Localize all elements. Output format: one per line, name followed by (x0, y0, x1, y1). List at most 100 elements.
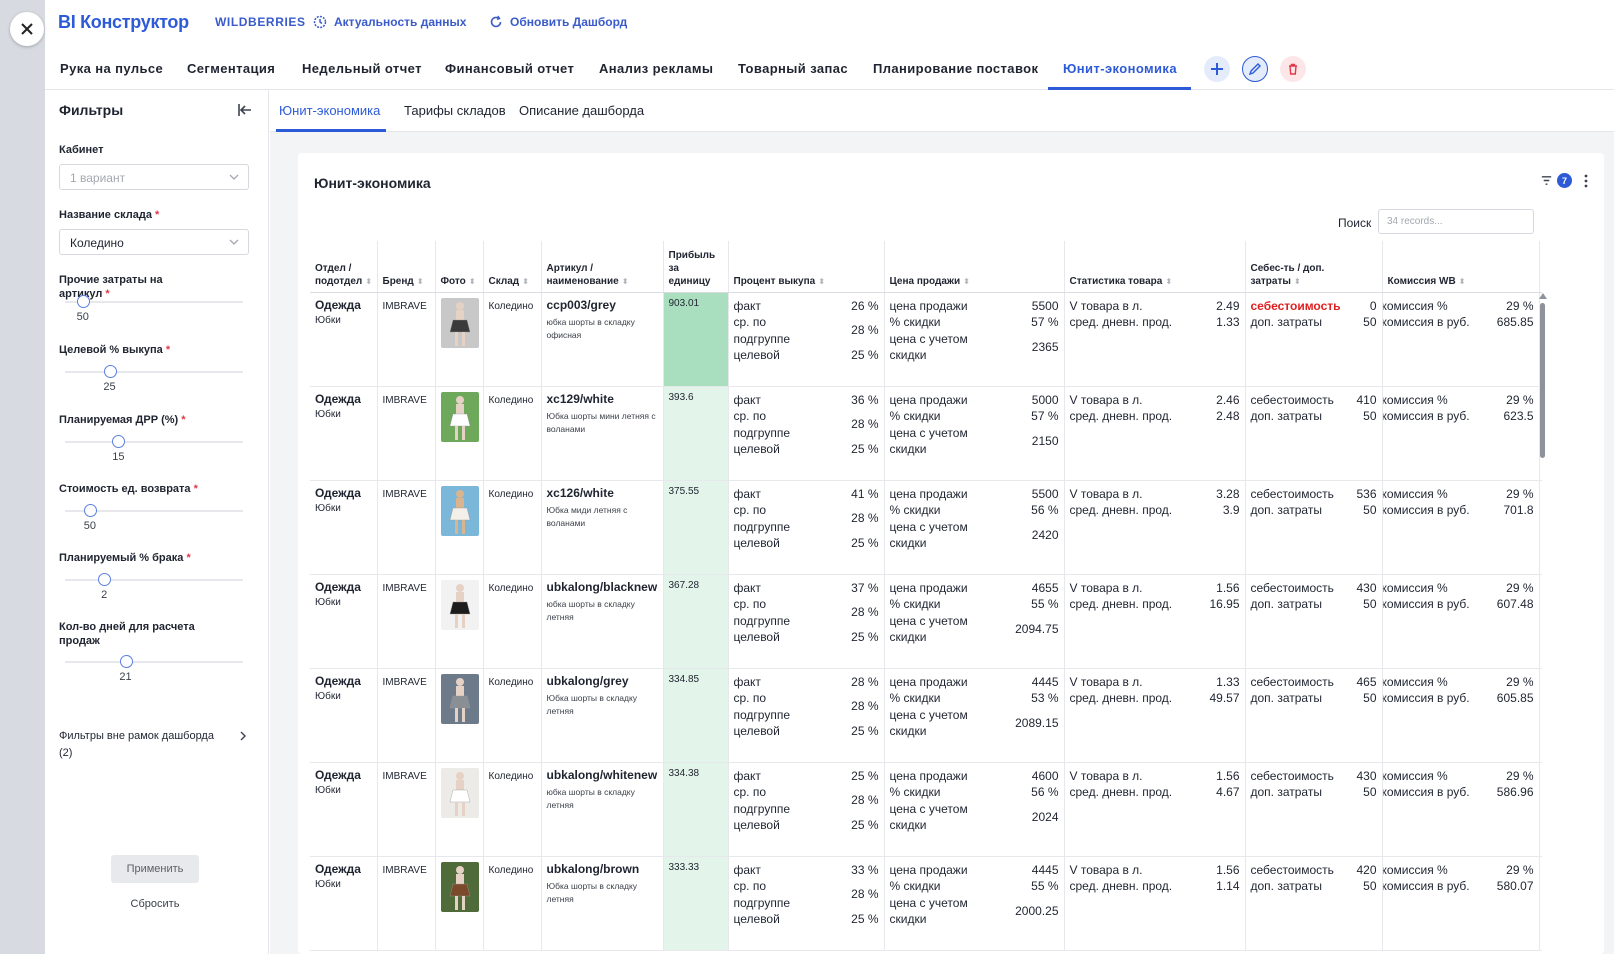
sort-icon[interactable]: ⬍ (522, 276, 529, 286)
warehouse-select[interactable]: Коледино (59, 229, 249, 255)
product-photo[interactable] (440, 579, 479, 630)
column-header[interactable]: Прибыль за единицу (663, 241, 729, 293)
column-header[interactable]: Статистика товара ⬍ (1064, 241, 1246, 293)
product-photo[interactable] (440, 391, 479, 442)
sku[interactable]: ccp003/grey (546, 297, 616, 312)
slider-track[interactable] (65, 510, 243, 512)
table-row[interactable]: Одежда Юбки IMBRAVE Коледино ubkalong/whiten… (310, 762, 1542, 857)
more-vertical-icon[interactable] (1584, 174, 1588, 188)
table-scrollbar[interactable] (1538, 293, 1547, 953)
table-row[interactable]: Одежда Юбки IMBRAVE Коледино ubkalong/brown Ю… (310, 856, 1542, 951)
sort-icon[interactable]: ⬍ (818, 276, 825, 286)
tab-pulse[interactable]: Рука на пульсе (60, 61, 164, 76)
data-freshness-link[interactable]: Актуальность данных (313, 15, 466, 29)
slider[interactable]: 50 (65, 503, 243, 533)
tab-inventory[interactable]: Товарный запас (738, 61, 849, 76)
cabinet-select[interactable]: 1 вариант (59, 164, 249, 190)
table-row[interactable]: Одежда Юбки IMBRAVE Коледино ubkalong/grey Юб… (310, 668, 1542, 763)
tab-ad-analysis[interactable]: Анализ рекламы (599, 61, 714, 76)
collapse-panel-icon[interactable] (235, 100, 255, 120)
value: 28 % (851, 887, 879, 901)
sort-icon[interactable]: ⬍ (468, 276, 476, 286)
search-input[interactable] (1378, 209, 1534, 234)
warehouse-cell: Коледино (483, 386, 542, 481)
slider[interactable]: 2 (65, 572, 243, 602)
tab-segmentation[interactable]: Сегментация (187, 61, 276, 76)
slider-track[interactable] (65, 661, 243, 663)
tab-supply-planning[interactable]: Планирование поставок (873, 61, 1039, 76)
column-header[interactable]: Артикул / наименование ⬍ (541, 241, 664, 293)
slider-track[interactable] (65, 371, 243, 373)
applied-filters-button[interactable]: 7 (1540, 173, 1572, 188)
value-pair: ср. по подгруппе 28 % (734, 408, 879, 441)
slider-track[interactable] (65, 579, 243, 581)
column-header[interactable]: Отдел / подотдел ⬍ (310, 241, 378, 293)
slider[interactable]: 25 (65, 364, 243, 394)
table-row[interactable]: Одежда Юбки IMBRAVE Коледино ubkalong/blackn… (310, 574, 1542, 669)
sort-icon[interactable]: ⬍ (1293, 276, 1301, 286)
table-row[interactable]: Одежда Юбки IMBRAVE Коледино ccp003/grey юбка… (310, 292, 1542, 387)
subtab-unit-economics[interactable]: Юнит-экономика (279, 103, 381, 118)
org-name[interactable]: WILDBERRIES (215, 15, 306, 29)
column-header[interactable]: Процент выкупа ⬍ (728, 241, 885, 293)
sort-icon[interactable]: ⬍ (416, 276, 424, 286)
slider-thumb[interactable] (76, 295, 90, 308)
refresh-dashboard-link[interactable]: Обновить Дашборд (489, 15, 627, 29)
product-photo[interactable] (440, 767, 479, 818)
commission-cell: комиссия % 29 % комиссия в руб. 580.07 (1382, 856, 1540, 951)
commission-cell: комиссия % 29 % комиссия в руб. 685.85 (1382, 292, 1540, 387)
close-button[interactable] (10, 12, 44, 46)
reset-button[interactable]: Сбросить (130, 898, 180, 910)
slider-thumb[interactable] (112, 435, 126, 448)
outside-filters-link[interactable]: Фильтры вне рамок дашборда (2) (59, 728, 249, 762)
product-photo[interactable] (440, 485, 479, 536)
sku[interactable]: ubkalong/brown (546, 861, 640, 876)
table-row[interactable]: Одежда Юбки IMBRAVE Коледино xc129/white Юбка… (310, 386, 1542, 481)
value: 50 (1363, 691, 1377, 705)
tab-weekly-report[interactable]: Недельный отчет (302, 61, 422, 76)
product-photo[interactable] (440, 297, 479, 348)
column-header[interactable]: Склад ⬍ (483, 241, 542, 293)
add-tab-button[interactable] (1204, 56, 1230, 82)
sort-icon[interactable]: ⬍ (365, 276, 372, 286)
product-photo[interactable] (440, 673, 479, 724)
sku[interactable]: ubkalong/grey (546, 673, 629, 688)
sku[interactable]: xc126/white (546, 485, 614, 500)
value-label: цена с учетом скидки (889, 613, 968, 645)
tab-unit-economics[interactable]: Юнит-экономика (1063, 61, 1177, 76)
column-header[interactable]: Цена продажи ⬍ (884, 241, 1065, 293)
sku[interactable]: xc129/white (546, 391, 614, 406)
subtab-warehouse-tariffs[interactable]: Тарифы складов (404, 103, 506, 118)
slider-track[interactable] (65, 301, 243, 303)
delete-tab-button[interactable] (1280, 56, 1306, 82)
slider-thumb[interactable] (83, 504, 97, 517)
sort-icon[interactable]: ⬍ (621, 276, 629, 286)
sort-icon[interactable]: ⬍ (963, 276, 970, 286)
edit-tab-button[interactable] (1242, 56, 1268, 82)
slider-thumb[interactable] (98, 573, 112, 586)
column-header[interactable]: Комиссия WB ⬍ (1382, 241, 1540, 293)
column-header[interactable]: Себес-ть / доп. затраты ⬍ (1245, 241, 1383, 293)
column-header[interactable]: Н (1539, 241, 1542, 293)
sort-icon[interactable]: ⬍ (1458, 276, 1466, 286)
product-photo[interactable] (440, 861, 479, 912)
slider-track[interactable] (65, 441, 243, 443)
subtab-dashboard-description[interactable]: Описание дашборда (519, 103, 645, 118)
slider[interactable]: 50 (65, 294, 243, 324)
scroll-up-icon[interactable] (1539, 293, 1547, 299)
sort-icon[interactable]: ⬍ (1165, 276, 1173, 286)
column-header[interactable]: Бренд ⬍ (377, 241, 436, 293)
slider[interactable]: 15 (65, 434, 243, 464)
value-label: целевой (733, 348, 780, 362)
slider-thumb[interactable] (119, 655, 133, 668)
sku[interactable]: ubkalong/blacknew (546, 579, 658, 594)
apply-button[interactable]: Применить (111, 855, 199, 883)
scroll-thumb[interactable] (1540, 303, 1545, 458)
value: 5000 (1031, 392, 1059, 407)
column-header[interactable]: Фото ⬍ (435, 241, 484, 293)
sku[interactable]: ubkalong/whitenew (546, 767, 658, 782)
slider-thumb[interactable] (103, 365, 117, 378)
tab-financial-report[interactable]: Финансовый отчет (445, 61, 575, 76)
table-row[interactable]: Одежда Юбки IMBRAVE Коледино xc126/white Юбка… (310, 480, 1542, 575)
slider[interactable]: 21 (65, 654, 243, 684)
